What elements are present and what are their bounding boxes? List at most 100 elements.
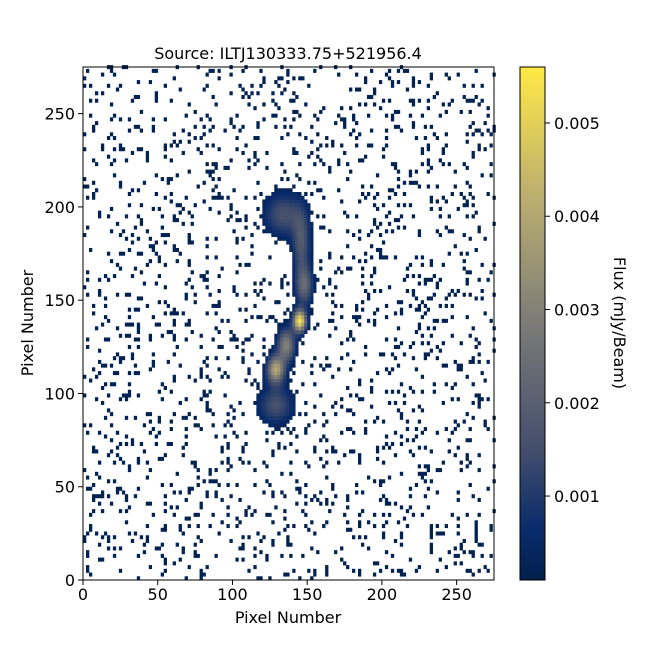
flux-pixel — [358, 460, 362, 465]
flux-pixel — [280, 199, 284, 204]
flux-pixel — [277, 300, 281, 305]
flux-pixel — [465, 453, 469, 458]
flux-pixel — [346, 244, 350, 249]
flux-pixel — [435, 281, 439, 286]
flux-pixel — [298, 318, 302, 323]
flux-pixel — [235, 557, 239, 562]
plot-frame — [82, 66, 495, 581]
flux-pixel — [295, 233, 299, 238]
flux-pixel — [271, 348, 275, 353]
flux-pixel — [477, 453, 481, 458]
flux-pixel — [97, 460, 102, 465]
flux-pixel — [274, 184, 278, 189]
flux-pixel — [217, 330, 221, 335]
flux-pixel — [181, 415, 185, 420]
flux-pixel — [301, 206, 305, 211]
flux-pixel — [223, 434, 227, 439]
flux-pixel — [148, 244, 153, 249]
flux-pixel — [352, 233, 356, 238]
flux-pixel — [199, 117, 203, 122]
flux-pixel — [304, 512, 308, 517]
flux-pixel — [157, 419, 162, 424]
flux-pixel — [292, 255, 296, 260]
flux-pixel — [429, 550, 434, 555]
flux-pixel — [148, 337, 153, 342]
flux-pixel — [295, 214, 299, 219]
flux-pixel — [280, 374, 284, 379]
flux-pixel — [295, 288, 299, 294]
flux-pixel — [130, 538, 135, 543]
flux-pixel — [133, 494, 138, 499]
flux-pixel — [453, 244, 457, 249]
flux-pixel — [271, 113, 275, 118]
flux-pixel — [163, 561, 167, 566]
flux-pixel — [283, 423, 287, 428]
flux-pixel — [181, 311, 185, 316]
flux-pixel — [280, 408, 284, 413]
flux-pixel — [85, 550, 90, 555]
flux-pixel — [106, 154, 111, 159]
flux-pixel — [298, 322, 302, 327]
flux-pixel — [322, 106, 326, 111]
flux-pixel — [271, 210, 275, 215]
flux-pixel — [229, 158, 233, 163]
flux-pixel — [274, 203, 278, 208]
flux-pixel — [160, 553, 165, 558]
flux-pixel — [259, 408, 263, 413]
flux-pixel — [187, 412, 191, 417]
flux-pixel — [396, 408, 401, 413]
flux-pixel — [211, 68, 215, 73]
flux-pixel — [307, 206, 311, 211]
flux-pixel — [244, 91, 248, 96]
flux-pixel — [115, 453, 120, 458]
flux-pixel — [271, 371, 275, 376]
flux-pixel — [340, 106, 344, 111]
flux-pixel — [390, 83, 395, 88]
flux-pixel — [268, 412, 272, 417]
flux-pixel — [97, 557, 102, 562]
flux-pixel — [301, 341, 305, 346]
flux-pixel — [160, 397, 165, 402]
flux-pixel — [331, 300, 335, 305]
flux-pixel — [372, 266, 377, 271]
flux-pixel — [393, 337, 398, 342]
flux-pixel — [292, 270, 296, 275]
flux-pixel — [262, 378, 266, 383]
flux-pixel — [223, 371, 227, 376]
flux-pixel — [148, 468, 153, 473]
flux-pixel — [471, 572, 475, 577]
flux-pixel — [298, 225, 302, 230]
flux-pixel — [295, 266, 299, 271]
flux-pixel — [384, 315, 389, 320]
flux-pixel — [205, 311, 209, 316]
flux-pixel — [289, 247, 293, 252]
flux-pixel — [268, 359, 272, 364]
flux-pixel — [283, 374, 287, 379]
flux-pixel — [85, 344, 90, 349]
flux-pixel — [283, 408, 287, 413]
flux-pixel — [274, 229, 278, 234]
flux-pixel — [286, 382, 290, 387]
flux-pixel — [88, 524, 93, 529]
flux-pixel — [112, 460, 117, 465]
flux-pixel — [372, 102, 377, 107]
flux-pixel — [256, 121, 260, 126]
flux-pixel — [307, 255, 311, 260]
flux-pixel — [178, 139, 182, 144]
flux-pixel — [184, 296, 188, 301]
flux-pixel — [298, 576, 302, 581]
flux-pixel — [184, 281, 188, 286]
flux-pixel — [274, 400, 278, 405]
flux-pixel — [148, 367, 153, 372]
flux-pixel — [262, 102, 266, 107]
flux-pixel — [268, 214, 272, 219]
flux-pixel — [172, 247, 176, 252]
flux-pixel — [211, 423, 215, 428]
flux-pixel — [256, 136, 260, 141]
flux-pixel — [468, 184, 472, 189]
flux-pixel — [163, 154, 167, 159]
flux-pixel — [310, 296, 314, 301]
flux-pixel — [396, 344, 401, 349]
flux-pixel — [277, 397, 281, 402]
flux-pixel — [295, 449, 299, 454]
